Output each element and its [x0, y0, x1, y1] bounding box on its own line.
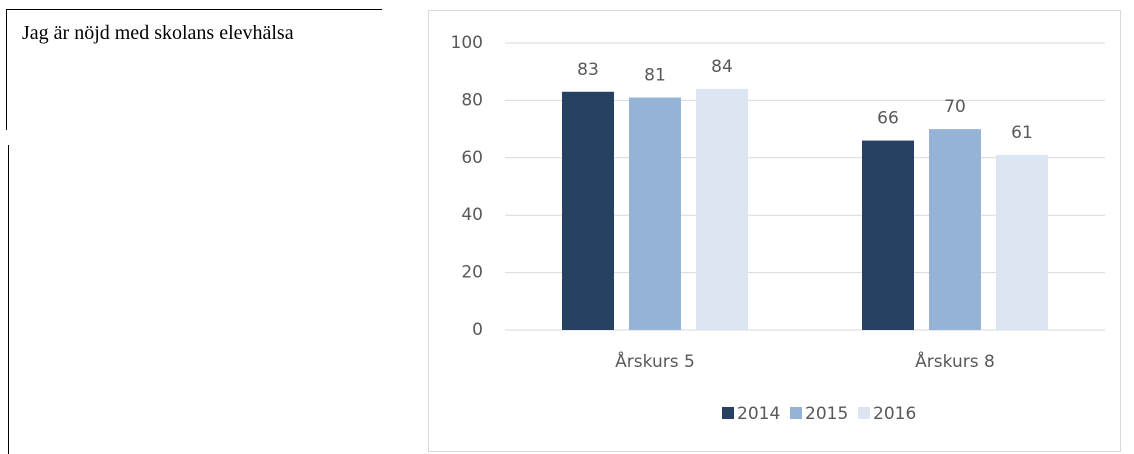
side-text: Jag är nöjd med skolans elevhälsa	[22, 22, 294, 44]
data-label: 66	[877, 109, 899, 129]
legend-label: 2016	[873, 404, 916, 424]
y-tick-label: 80	[461, 90, 483, 110]
data-label: 70	[944, 97, 966, 117]
x-tick-label: Årskurs 5	[615, 350, 695, 372]
frame-top	[6, 9, 382, 10]
bar	[629, 97, 681, 330]
bar	[862, 140, 914, 330]
x-tick-label: Årskurs 8	[915, 350, 995, 372]
legend-label: 2014	[737, 404, 780, 424]
y-tick-label: 20	[461, 263, 483, 283]
bar	[562, 91, 614, 330]
frame-left-lower	[8, 145, 9, 454]
data-label: 83	[577, 60, 599, 80]
bar	[696, 88, 748, 330]
legend-swatch	[790, 407, 802, 419]
data-label: 61	[1011, 123, 1033, 143]
legend-swatch	[858, 407, 870, 419]
bar	[929, 129, 981, 330]
bar	[996, 154, 1048, 330]
y-tick-label: 100	[451, 33, 483, 53]
y-tick-label: 40	[461, 205, 483, 225]
y-tick-label: 60	[461, 148, 483, 168]
data-label: 81	[644, 66, 666, 86]
frame-left	[6, 9, 7, 130]
data-label: 84	[711, 57, 733, 77]
y-tick-label: 0	[472, 320, 483, 340]
legend-swatch	[722, 407, 734, 419]
chart-border	[428, 10, 1121, 452]
legend-label: 2015	[805, 404, 848, 424]
